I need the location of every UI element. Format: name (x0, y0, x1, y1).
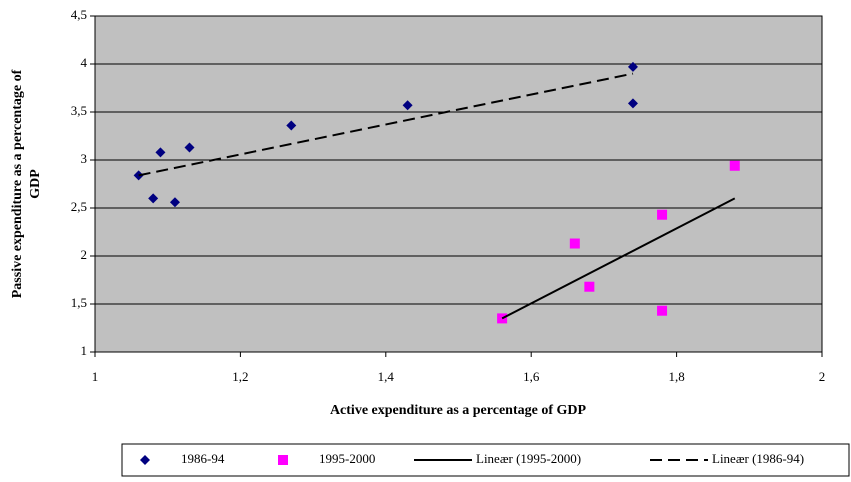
point (148, 193, 159, 204)
point (627, 61, 638, 72)
point (184, 142, 195, 153)
y-axis-title: GDP (28, 169, 43, 199)
x-tick-label: 1,8 (668, 369, 684, 384)
trend-line (138, 72, 634, 177)
point (584, 281, 595, 292)
point (729, 160, 740, 171)
legend-marker (140, 455, 150, 465)
legend (121, 443, 850, 477)
point (286, 120, 297, 131)
point (169, 197, 180, 208)
y-tick-label: 4,5 (71, 7, 87, 22)
plot-area (95, 16, 822, 352)
x-tick-label: 1,6 (523, 369, 540, 384)
y-tick-label: 1 (81, 343, 88, 358)
x-tick-label: 1 (92, 369, 99, 384)
y-tick-label: 1,5 (71, 295, 87, 310)
y-tick-label: 2,5 (71, 199, 87, 214)
plot-border (94, 15, 823, 353)
point (402, 100, 413, 111)
point (155, 147, 166, 158)
y-tick-label: 2 (81, 247, 88, 262)
legend-marker (278, 455, 288, 465)
x-tick-label: 1,2 (232, 369, 248, 384)
legend-label: 1986-94 (181, 451, 225, 466)
point (569, 238, 580, 249)
x-tick-label: 2 (819, 369, 826, 384)
legend-label: Lineær (1986-94) (712, 451, 804, 466)
y-tick-label: 3,5 (71, 103, 87, 118)
x-axis-title: Active expenditure as a percentage of GD… (330, 403, 587, 418)
legend-label: 1995-2000 (319, 451, 375, 466)
y-tick-label: 3 (81, 151, 88, 166)
x-tick-label: 1,4 (378, 369, 395, 384)
point (627, 98, 638, 109)
point (657, 305, 668, 316)
legend-label: Lineær (1995-2000) (476, 451, 581, 466)
y-tick-label: 4 (81, 55, 88, 70)
point (657, 209, 668, 220)
trend-line (501, 197, 736, 320)
y-axis-title: Passive expenditure as a percentage of (10, 69, 25, 298)
